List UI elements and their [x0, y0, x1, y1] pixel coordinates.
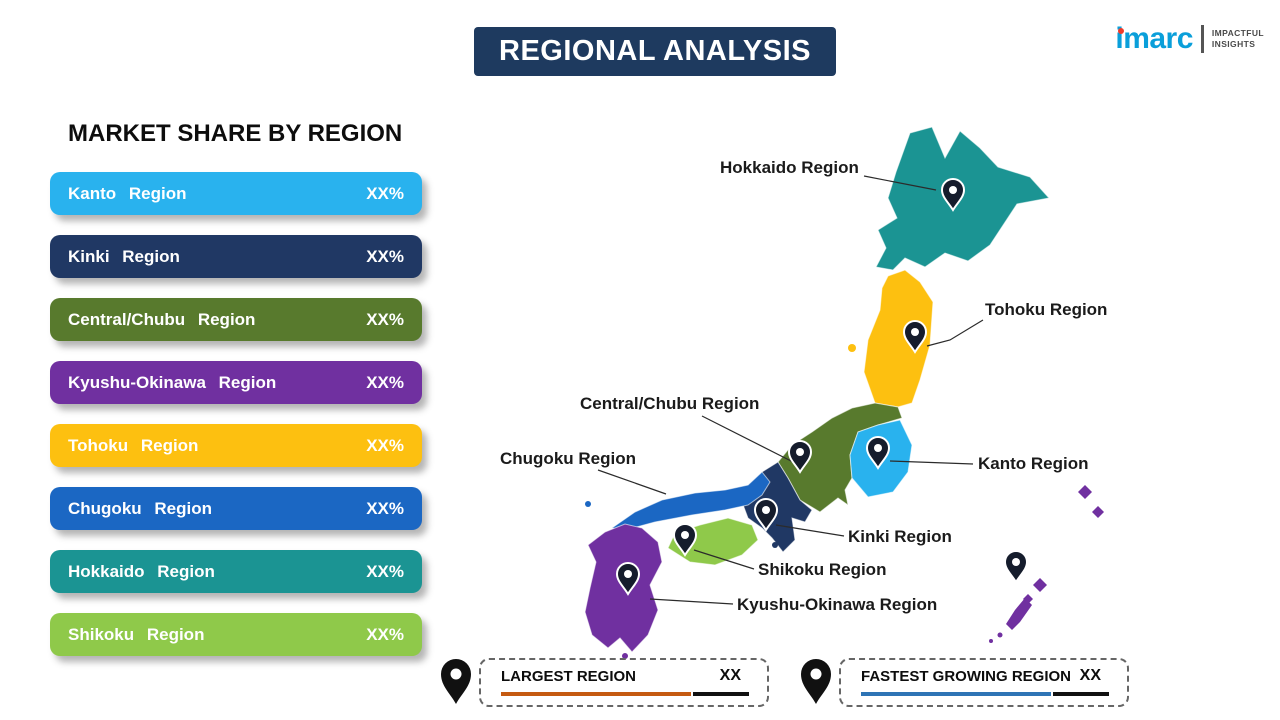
- market-share-heading: MARKET SHARE BY REGION: [68, 120, 403, 147]
- legend-largest-underline: [501, 692, 691, 696]
- region-value: XX%: [366, 561, 404, 581]
- region-label: Tohoku Region: [68, 435, 199, 455]
- legend-largest-label: LARGEST REGION: [501, 668, 637, 685]
- market-share-bar-kinki: Kinki Region XX%: [50, 235, 422, 278]
- region-label: Kinki Region: [68, 246, 180, 266]
- market-share-bar-chugoku: Chugoku Region XX%: [50, 487, 422, 530]
- title-banner: REGIONAL ANALYSIS: [474, 27, 836, 76]
- map-label-tohoku: Tohoku Region: [985, 300, 1107, 319]
- region-label: Chugoku Region: [68, 498, 212, 518]
- location-pin-icon: [902, 320, 928, 354]
- region-value: XX%: [366, 372, 404, 392]
- map-island-okinawa: [997, 632, 1003, 638]
- location-pin-icon: [1003, 550, 1029, 584]
- legend-largest-value: XX: [719, 667, 741, 684]
- legend-largest-underline-end: [693, 692, 749, 696]
- region-label: Kanto Region: [68, 183, 187, 203]
- map-island-awaji: [772, 542, 778, 548]
- legend-fastest-value: XX: [1079, 667, 1101, 684]
- map-label-kyushu-okinawa: Kyushu-Okinawa Region: [737, 595, 937, 614]
- market-share-bar-kanto: Kanto Region XX%: [50, 172, 422, 215]
- location-pin-icon: [753, 498, 779, 532]
- map-island-okinawa: [1023, 594, 1033, 604]
- legend-fastest-box: FASTEST GROWING REGION XX: [839, 658, 1129, 707]
- market-share-bar-shikoku: Shikoku Region XX%: [50, 613, 422, 656]
- location-pin-icon: [787, 440, 813, 474]
- region-label: Hokkaido Region: [68, 561, 215, 581]
- region-label: Central/Chubu Region: [68, 309, 256, 329]
- logo-separator: [1200, 25, 1204, 53]
- map-region-tohoku: [863, 269, 934, 408]
- callout-line-shikoku: [693, 549, 755, 570]
- map-island-tsushima: [585, 501, 591, 507]
- region-value: XX%: [366, 498, 404, 518]
- imarc-logo: imarc IMPACTFUL INSIGHTS: [1115, 24, 1264, 54]
- legend-largest-box: LARGEST REGION XX: [479, 658, 769, 707]
- map-island-okinawa: [989, 639, 993, 643]
- location-pin-icon: [865, 436, 891, 470]
- legend-largest-region: LARGEST REGION XX: [441, 658, 769, 707]
- map-label-hokkaido: Hokkaido Region: [720, 158, 859, 177]
- callout-line-chugoku: [597, 469, 667, 495]
- japan-map: Hokkaido Region Tohoku Region Kanto Regi…: [440, 100, 1180, 660]
- region-value: XX%: [366, 435, 404, 455]
- map-region-chugoku: [610, 471, 771, 531]
- map-island-okinawa-main: [1006, 598, 1032, 630]
- location-pin-icon: [441, 659, 471, 704]
- logo-tagline-line1: IMPACTFUL: [1211, 27, 1264, 38]
- imarc-brand-word: imarc: [1115, 22, 1193, 55]
- logo-tagline-line2: INSIGHTS: [1211, 39, 1256, 49]
- map-label-kinki: Kinki Region: [848, 527, 952, 546]
- imarc-logo-dot: [1117, 27, 1124, 34]
- callout-line-kanto: [889, 460, 974, 465]
- map-island-okinawa: [1033, 578, 1047, 592]
- region-value: XX%: [366, 309, 404, 329]
- map-label-shikoku: Shikoku Region: [758, 560, 886, 579]
- page-title: REGIONAL ANALYSIS: [499, 35, 811, 67]
- map-island-okinawa: [1092, 506, 1104, 518]
- legend-fastest-label: FASTEST GROWING REGION: [861, 668, 1072, 685]
- market-share-bar-kyushu-okinawa: Kyushu-Okinawa Region XX%: [50, 361, 422, 404]
- map-island-sado: [848, 344, 856, 352]
- callout-line-tohoku: [926, 319, 984, 347]
- market-share-bar-tohoku: Tohoku Region XX%: [50, 424, 422, 467]
- market-share-list: Kanto Region XX% Kinki Region XX% Centra…: [50, 172, 422, 656]
- region-value: XX%: [366, 246, 404, 266]
- location-pin-icon: [615, 562, 641, 596]
- region-label: Shikoku Region: [68, 624, 205, 644]
- callout-line-kyushu: [649, 598, 734, 605]
- legend-fastest-underline: [861, 692, 1051, 696]
- map-island-okinawa: [1078, 485, 1092, 499]
- region-value: XX%: [366, 183, 404, 203]
- legend-fastest-growing-region: FASTEST GROWING REGION XX: [801, 658, 1129, 707]
- legend-fastest-underline-end: [1053, 692, 1109, 696]
- map-label-chugoku: Chugoku Region: [500, 449, 636, 468]
- map-island-south-kyushu: [622, 653, 628, 659]
- region-label: Kyushu-Okinawa Region: [68, 372, 277, 392]
- map-label-chubu: Central/Chubu Region: [580, 394, 759, 413]
- market-share-bar-hokkaido: Hokkaido Region XX%: [50, 550, 422, 593]
- imarc-logo-text: imarc: [1115, 24, 1193, 54]
- map-region-hokkaido: [875, 126, 1050, 271]
- location-pin-icon: [801, 659, 831, 704]
- callout-line-kinki: [775, 524, 845, 537]
- callout-line-hokkaido: [863, 175, 937, 191]
- map-label-kanto: Kanto Region: [978, 454, 1089, 473]
- market-share-bar-chubu: Central/Chubu Region XX%: [50, 298, 422, 341]
- location-pin-icon: [672, 523, 698, 557]
- location-pin-icon: [940, 178, 966, 212]
- region-value: XX%: [366, 624, 404, 644]
- callout-line-chubu: [701, 415, 794, 463]
- logo-tagline: IMPACTFUL INSIGHTS: [1212, 28, 1264, 50]
